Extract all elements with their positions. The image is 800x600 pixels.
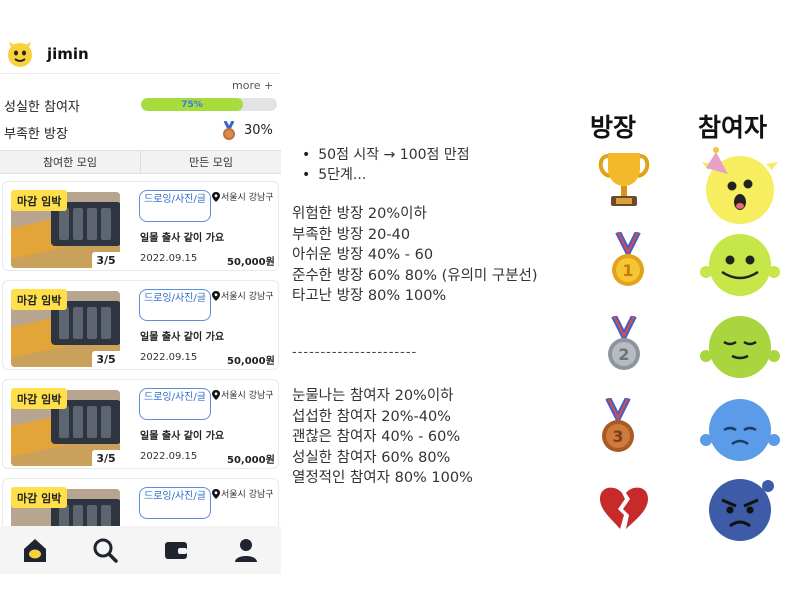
deadline-badge: 마감 임박 <box>11 190 68 211</box>
location-text: 서울시 강남구 <box>221 391 274 401</box>
location-pin-icon <box>212 192 220 202</box>
tab-joined-meetings[interactable]: 참여한 모임 <box>0 151 140 173</box>
happy-face-icon <box>700 234 780 296</box>
participant-tier-item: 눈물나는 참여자 20%이하 <box>292 388 454 404</box>
svg-text:2: 2 <box>618 345 629 364</box>
meeting-title: 일몰 출사 같이 가요 <box>140 431 225 442</box>
participant-count: 3/5 <box>92 351 120 367</box>
mobile-screen: jimin more + 성실한 참여자 75% 부족한 방장 30% 참여한 … <box>0 34 281 574</box>
participant-progress-fill: 75% <box>141 98 243 111</box>
bottom-nav <box>0 526 281 574</box>
calm-face-icon <box>700 316 780 378</box>
meeting-price: 50,000원 <box>227 356 275 367</box>
user-icon <box>234 539 257 562</box>
location-text: 서울시 강남구 <box>221 193 274 203</box>
category-chip: 드로잉/사진/글 <box>139 487 211 519</box>
participant-tier-list: 눈물나는 참여자 20%이하 섭섭한 참여자 20%-40% 괜찮은 참여자 4… <box>292 386 473 489</box>
tab-created-meetings[interactable]: 만든 모임 <box>140 151 281 173</box>
meeting-title: 일몰 출사 같이 가요 <box>140 233 225 244</box>
silver-medal-icon: 2 <box>608 316 640 370</box>
category-chip: 드로잉/사진/글 <box>139 289 211 321</box>
participant-column-title: 참여자 <box>698 113 768 142</box>
owner-tier-list: 위험한 방장 20%이하 부족한 방장 20-40 아쉬운 방장 40% - 6… <box>292 204 538 307</box>
app-header: jimin <box>0 34 281 74</box>
owner-tier-item: 위험한 방장 20%이하 <box>292 206 427 222</box>
meeting-title: 일몰 출사 같이 가요 <box>140 332 225 343</box>
location-text: 서울시 강남구 <box>221 490 274 500</box>
search-icon <box>93 538 119 563</box>
trophy-icon <box>598 153 650 206</box>
owner-grade-percent: 30% <box>244 123 273 138</box>
bullet-item: 50점 시작 → 100점 만점 <box>302 145 469 165</box>
participant-tier-item: 열정적인 참여자 80% 100% <box>292 470 473 486</box>
wallet-icon <box>164 542 187 559</box>
deadline-badge: 마감 임박 <box>11 289 68 310</box>
divider-line: ---------------------- <box>292 345 418 360</box>
participant-progress-text: 75% <box>181 99 203 110</box>
svg-text:3: 3 <box>612 427 623 446</box>
broken-heart-icon <box>600 487 648 529</box>
participant-tier-item: 성실한 참여자 60% 80% <box>292 449 451 466</box>
nav-home[interactable] <box>15 530 55 570</box>
meeting-card[interactable]: 마감 임박 3/5 드로잉/사진/글 서울시 강남구 일몰 출사 같이 가요 2… <box>2 280 279 370</box>
owner-column-title: 방장 <box>590 113 637 142</box>
scoring-notes: 50점 시작 → 100점 만점 5단계... <box>292 145 470 185</box>
participant-count: 3/5 <box>92 450 120 466</box>
deadline-badge: 마감 임박 <box>11 388 68 409</box>
home-icon <box>24 539 47 562</box>
meeting-card[interactable]: 마감 임박 3/5 드로잉/사진/글 서울시 강남구 일몰 출사 같이 가요 2… <box>2 379 279 469</box>
owner-tier-item: 아쉬운 방장 40% - 60 <box>292 247 434 263</box>
bullet-item: 5단계... <box>302 165 470 185</box>
angry-face-icon <box>709 479 774 541</box>
bronze-medal-icon <box>223 121 235 140</box>
nav-profile[interactable] <box>226 530 266 570</box>
participant-tier-item: 괜찮은 참여자 40% - 60% <box>292 429 461 445</box>
meeting-date: 2022.09.15 <box>140 352 198 363</box>
owner-tier-item: 준수한 방장 60% 80% (유의미 구분선) <box>292 267 538 284</box>
more-link[interactable]: more + <box>232 79 274 92</box>
location-pin-icon <box>212 489 220 499</box>
nav-wallet[interactable] <box>156 530 196 570</box>
username: jimin <box>47 45 89 63</box>
meeting-date: 2022.09.15 <box>140 451 198 462</box>
participant-tier-item: 섭섭한 참여자 20%-40% <box>292 408 451 425</box>
svg-text:1: 1 <box>622 261 633 280</box>
category-chip: 드로잉/사진/글 <box>139 190 211 222</box>
bullet-list: 50점 시작 → 100점 만점 5단계... <box>302 145 470 185</box>
category-chip: 드로잉/사진/글 <box>139 388 211 420</box>
meeting-card[interactable]: 마감 임박 3/5 드로잉/사진/글 서울시 강남구 일몰 출사 같이 가요 2… <box>2 181 279 271</box>
meeting-date: 2022.09.15 <box>140 253 198 264</box>
owner-tier-item: 부족한 방장 20-40 <box>292 226 411 243</box>
meeting-tabs: 참여한 모임 만든 모임 <box>0 150 281 174</box>
nav-search[interactable] <box>85 530 125 570</box>
owner-tier-item: 타고난 방장 80% 100% <box>292 288 447 304</box>
bronze-medal-icon: 3 <box>602 398 634 452</box>
location-pin-icon <box>212 291 220 301</box>
deadline-badge: 마감 임박 <box>11 487 68 508</box>
owner-grade-label: 부족한 방장 <box>4 127 68 142</box>
meeting-price: 50,000원 <box>227 257 275 268</box>
participant-grade-label: 성실한 참여자 <box>4 100 80 115</box>
sad-face-icon <box>700 399 780 461</box>
location-pin-icon <box>212 390 220 400</box>
bee-logo-icon <box>8 42 32 67</box>
location-text: 서울시 강남구 <box>221 292 274 302</box>
participant-count: 3/5 <box>92 252 120 268</box>
meeting-price: 50,000원 <box>227 455 275 466</box>
participant-progress-bar: 75% <box>141 98 277 111</box>
gold-medal-icon: 1 <box>612 232 644 286</box>
party-face-icon <box>702 147 778 224</box>
